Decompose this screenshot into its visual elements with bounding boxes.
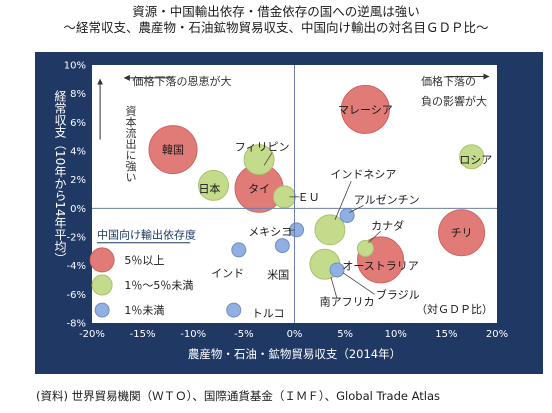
bubble-2-2 xyxy=(231,242,247,258)
y-tick-label: 2% xyxy=(70,175,86,186)
x-tick-label: -15% xyxy=(130,329,156,340)
annotation-benefit: 価格下落の恩恵が大 xyxy=(133,74,232,88)
y-tick-label: 8% xyxy=(70,89,86,100)
point-label-2-0: アルゼンチン xyxy=(354,194,420,207)
bubble-1-3 xyxy=(314,214,346,246)
point-label-2-1: メキシコ xyxy=(248,225,292,238)
bubble-2-3 xyxy=(274,238,290,254)
leader-line-5 xyxy=(284,229,295,232)
y-tick-label: 6% xyxy=(70,118,86,129)
x-axis-title: 農産物・石油・鉱物貿易収支（2014年） xyxy=(188,347,401,361)
chart-title: 資源・中国輸出依存・借金依存の国への逆風は強い xyxy=(132,4,420,19)
y-axis-title: 経常収支（10年から14年平均） xyxy=(53,90,67,265)
x-tick-label: 20% xyxy=(486,329,508,340)
annotation-harm-line1: 価格下落の xyxy=(421,74,476,88)
x-tick-label: 0% xyxy=(287,329,303,340)
y-tick-label: 0% xyxy=(70,204,86,215)
x-tick-label: -20% xyxy=(79,329,105,340)
point-label-2-5: ブラジル xyxy=(376,287,420,301)
x-tick-label: -5% xyxy=(234,329,253,340)
chart-subtitle: 〜経常収支、農産物・石油鉱物貿易収支、中国向け輸出の対名目ＧＤＰ比〜 xyxy=(63,20,489,35)
bubble-2-5 xyxy=(329,262,345,278)
bubble-2-4 xyxy=(226,302,242,318)
bubble-0-3 xyxy=(438,209,486,257)
y-tick-label: -8% xyxy=(67,319,86,330)
legend-label-0: 5％以上 xyxy=(124,254,164,267)
leader-line-7 xyxy=(342,272,375,295)
point-label-1-2: ＥＵ xyxy=(298,191,320,204)
x-tick-label: 5% xyxy=(337,329,353,340)
point-label-0-2: マレーシア xyxy=(338,103,393,116)
legend-swatch-1 xyxy=(91,274,113,296)
annotation-capital: 資本流出に強い xyxy=(124,105,137,182)
bubbles-layer xyxy=(148,84,486,318)
point-label-2-3: 米国 xyxy=(267,268,289,281)
x-tick-label: 10% xyxy=(385,329,407,340)
y-tick-label: -6% xyxy=(67,290,86,301)
y-tick-label: 10% xyxy=(64,61,86,72)
bubble-1-4 xyxy=(356,239,374,257)
leader-line-2 xyxy=(334,180,352,220)
point-label-2-4: トルコ xyxy=(252,307,285,320)
point-label-1-3: インドネシア xyxy=(330,168,396,181)
y-tick-label: 4% xyxy=(70,147,86,158)
point-label-1-0: フィリピン xyxy=(235,141,290,154)
legend-swatch-2 xyxy=(94,302,110,318)
bubble-1-6 xyxy=(459,144,485,170)
point-label-0-0: 韓国 xyxy=(162,144,184,157)
point-label-1-4: カナダ xyxy=(371,219,404,233)
point-label-0-3: チリ xyxy=(451,227,473,240)
x-tick-label: -10% xyxy=(180,329,206,340)
annotation-unit: （対ＧＤＰ比） xyxy=(416,302,493,316)
bubble-0-2 xyxy=(340,84,390,134)
point-label-1-5: 南アフリカ xyxy=(320,296,375,309)
legend-swatch-0 xyxy=(89,247,115,273)
annotation-harm-line2: 負の影響が大 xyxy=(421,94,487,108)
leader-line-0 xyxy=(263,152,273,166)
bubble-0-0 xyxy=(148,125,198,175)
point-label-1-6: ロシア xyxy=(459,154,492,167)
bubble-1-0 xyxy=(243,144,275,176)
leader-line-6 xyxy=(330,277,338,299)
point-label-0-1: タイ xyxy=(248,182,270,195)
source-note: (資料) 世界貿易機関（ＷＴＯ）、国際通貨基金（ＩＭＦ）、Global Trad… xyxy=(36,389,441,403)
bubble-1-1 xyxy=(198,169,229,201)
axes-layer: -20% -15% -10% -5% 0% 5% 10% 15% 20% 10% 8% 6% 4% 2% 0… xyxy=(53,61,508,362)
y-tick-label: -2% xyxy=(67,233,86,244)
point-label-0-4: オーストラリア xyxy=(342,260,418,273)
y-tick-label: -4% xyxy=(67,261,86,272)
bubble-2-1 xyxy=(289,222,305,238)
legend-label-1: 1％〜5％未満 xyxy=(124,279,193,292)
leader-line-4 xyxy=(368,230,381,244)
bubble-2-0 xyxy=(339,208,355,223)
leader-line-3 xyxy=(348,205,364,213)
x-tick-label: 15% xyxy=(435,329,457,340)
point-label-2-2: インド xyxy=(211,267,244,280)
point-label-1-1: 日本 xyxy=(198,181,220,195)
legend-title: 中国向け輸出依存度 xyxy=(97,227,196,241)
legend-label-2: 1％未満 xyxy=(124,304,164,317)
